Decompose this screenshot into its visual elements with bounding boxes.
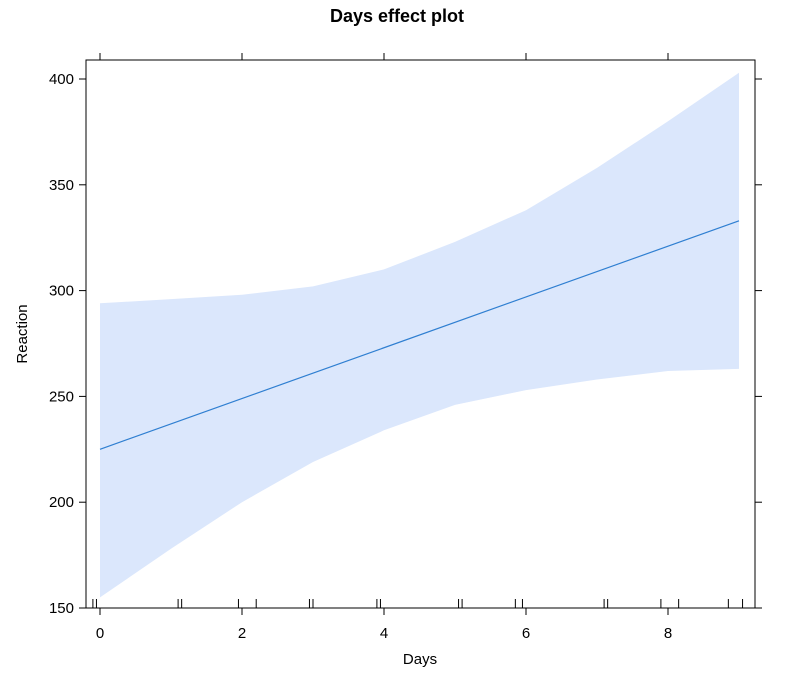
x-rug [92, 599, 744, 608]
y-axis-label: Reaction [14, 304, 31, 363]
chart-title: Days effect plot [330, 6, 464, 26]
y-tick-label: 150 [49, 600, 74, 617]
x-axis-ticks: 0 2 4 6 8 [96, 53, 672, 642]
y-tick-label: 200 [49, 494, 74, 511]
plot-frame [85, 59, 756, 609]
x-axis-label: Days [403, 651, 437, 668]
x-tick-label: 2 [238, 625, 246, 642]
fit-line [99, 220, 740, 450]
x-tick-label: 6 [522, 625, 530, 642]
x-tick-label: 8 [664, 625, 672, 642]
y-tick-label: 400 [49, 71, 74, 88]
fit-line-layer [99, 220, 740, 450]
y-tick-label: 300 [49, 283, 74, 300]
x-tick-label: 0 [96, 625, 104, 642]
y-axis-ticks: 150 200 250 300 350 400 [49, 71, 762, 617]
y-tick-label: 250 [49, 388, 74, 405]
x-tick-label: 4 [380, 625, 388, 642]
y-tick-label: 350 [49, 177, 74, 194]
